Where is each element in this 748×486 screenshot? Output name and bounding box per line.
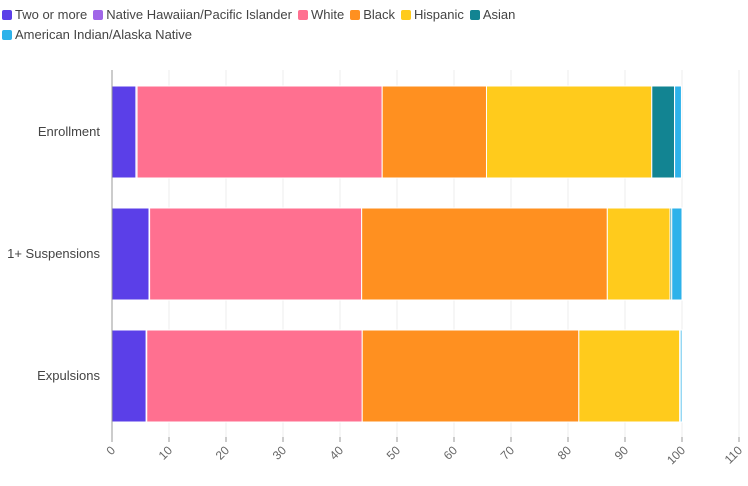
bar-enrollment-two-or-more[interactable]: [111, 85, 137, 179]
category-label: Enrollment: [38, 124, 101, 139]
legend-item-white[interactable]: White: [297, 6, 345, 24]
bar-expulsions-white[interactable]: [146, 329, 363, 423]
legend-item-hispanic[interactable]: Hispanic: [400, 6, 464, 24]
legend-swatch: [350, 10, 361, 20]
x-tick-label: 40: [327, 443, 347, 463]
legend-swatch: [2, 10, 12, 20]
x-tick-label: 20: [213, 443, 233, 463]
legend-swatch: [2, 30, 12, 40]
legend: Two or more Native Hawaiian/Pacific Islan…: [2, 6, 702, 44]
x-tick-label: 110: [722, 443, 746, 467]
category-label: 1+ Suspensions: [7, 246, 100, 261]
legend-item-two-or-more[interactable]: Two or more: [2, 6, 87, 24]
legend-swatch: [469, 10, 480, 20]
legend-item-american-indian-alaska-native[interactable]: American Indian/Alaska Native: [2, 26, 192, 44]
bar-enrollment-hispanic[interactable]: [485, 85, 653, 179]
legend-label: Two or more: [15, 7, 88, 22]
x-tick-label: 80: [555, 443, 575, 463]
legend-label: Black: [363, 7, 395, 22]
bar-enrollment-asian[interactable]: [651, 85, 676, 179]
legend-label: Hispanic: [413, 7, 464, 22]
category-label: Expulsions: [37, 368, 100, 383]
bar-1-suspensions-black[interactable]: [361, 207, 608, 301]
bar-1-suspensions-white[interactable]: [149, 207, 363, 301]
x-tick-label: 30: [270, 443, 290, 463]
x-tick-label: 90: [612, 443, 632, 463]
bar-1-suspensions-two-or-more[interactable]: [111, 207, 150, 301]
x-tick-label: 70: [498, 443, 518, 463]
legend-label: White: [310, 7, 345, 22]
bar-enrollment-white[interactable]: [136, 85, 383, 179]
legend-item-native-hawaiian-pacific-islander[interactable]: Native Hawaiian/Pacific Islander: [93, 6, 292, 24]
bar-expulsions-american-indian-alaska-native[interactable]: [679, 329, 683, 423]
legend-item-black[interactable]: Black: [350, 6, 395, 24]
bar-expulsions-black[interactable]: [361, 329, 580, 423]
bar-1-suspensions-american-indian-alaska-native[interactable]: [671, 207, 683, 301]
bar-enrollment-black[interactable]: [381, 85, 487, 179]
legend-swatch: [400, 10, 411, 20]
legend-swatch: [93, 10, 104, 20]
legend-label: American Indian/Alaska Native: [15, 27, 193, 42]
bar-expulsions-two-or-more[interactable]: [111, 329, 147, 423]
legend-label: Native Hawaiian/Pacific Islander: [106, 7, 292, 22]
x-tick-label: 10: [156, 443, 176, 463]
legend-swatch: [297, 10, 308, 20]
bar-enrollment-american-indian-alaska-native[interactable]: [674, 85, 682, 179]
x-tick-label: 60: [441, 443, 461, 463]
legend-item-asian[interactable]: Asian: [469, 6, 516, 24]
bar-1-suspensions-hispanic[interactable]: [606, 207, 671, 301]
bar-expulsions-hispanic[interactable]: [578, 329, 681, 423]
x-tick-label: 0: [103, 443, 118, 458]
legend-label: Asian: [482, 7, 516, 22]
x-tick-label: 100: [664, 443, 688, 467]
x-tick-label: 50: [384, 443, 404, 463]
